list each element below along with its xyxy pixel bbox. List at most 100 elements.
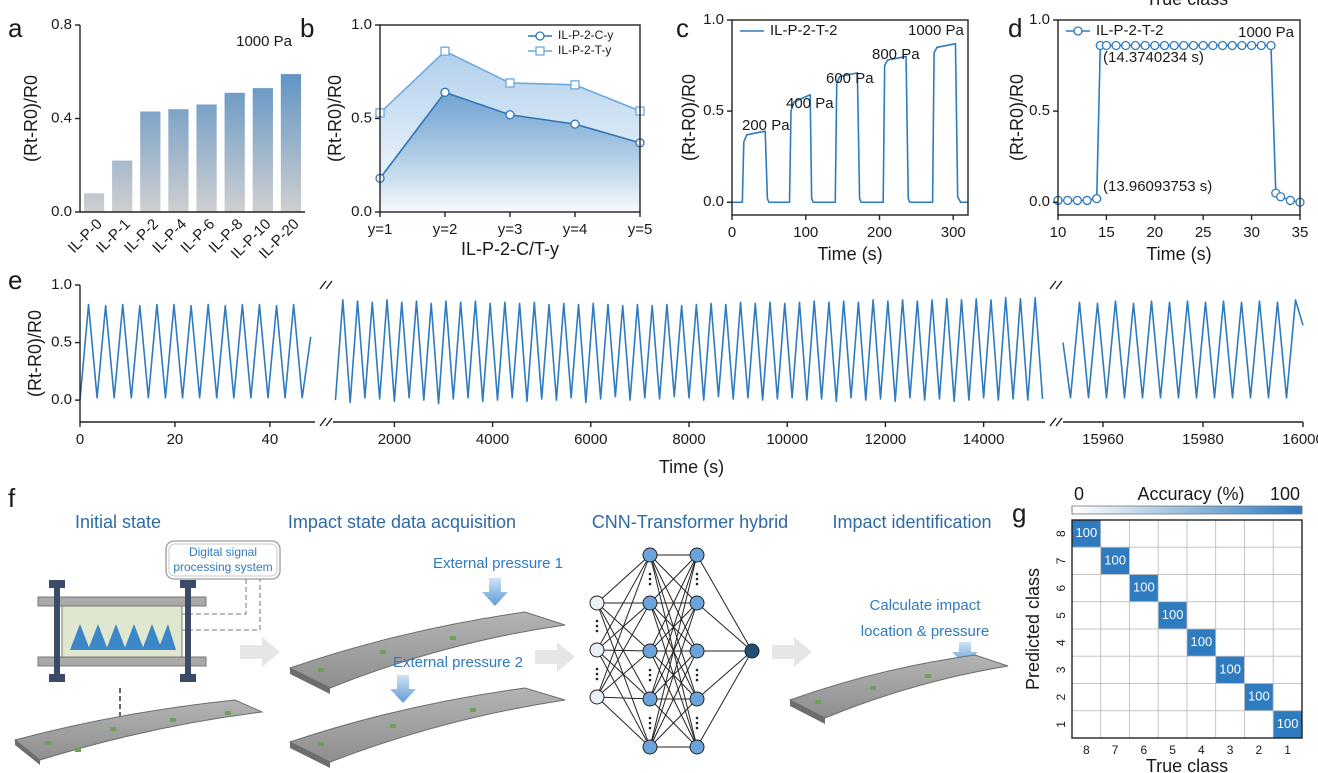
cell xyxy=(1186,601,1217,630)
x-axis-label: Time (s) xyxy=(659,457,724,477)
edge xyxy=(696,650,753,700)
stage-title: Impact state data acquisition xyxy=(288,512,516,532)
bar xyxy=(280,74,302,213)
x-axis-label: Time (s) xyxy=(817,244,882,264)
cell xyxy=(1244,655,1274,684)
marker xyxy=(1208,40,1218,51)
marker xyxy=(1092,193,1102,204)
cell xyxy=(1071,601,1102,630)
node xyxy=(689,595,705,611)
x-tick-label: 3 xyxy=(1227,743,1234,757)
edge xyxy=(696,602,753,652)
bar xyxy=(224,92,245,212)
cell xyxy=(1100,546,1130,575)
electrodes xyxy=(318,636,476,746)
cell xyxy=(1186,710,1217,739)
y-axis-label: (Rt-R0)/R0 xyxy=(1007,74,1027,161)
annotation: 1000 Pa xyxy=(908,22,965,39)
y-tick-label: 8 xyxy=(1054,530,1068,537)
flow-arrow xyxy=(772,637,812,667)
node xyxy=(589,642,605,658)
axis-break xyxy=(325,280,333,290)
dot xyxy=(695,678,699,682)
y-tick-label: 7 xyxy=(1054,557,1068,564)
cell xyxy=(1071,655,1102,684)
colorbar-tick-label: 0 xyxy=(1074,484,1084,504)
panel-label: c xyxy=(676,13,689,43)
cell xyxy=(1071,710,1102,739)
cell xyxy=(1215,628,1245,657)
cell xyxy=(1272,710,1303,739)
marker xyxy=(1111,40,1121,51)
y-tick-label: 0.8 xyxy=(51,16,72,33)
dot xyxy=(648,668,652,672)
annotation: (13.96093753 s) xyxy=(1103,178,1212,195)
cell xyxy=(1272,546,1303,575)
edge xyxy=(596,602,651,698)
flow-arrow xyxy=(240,637,280,667)
bolts xyxy=(49,580,196,682)
cell-label: 100 xyxy=(1248,689,1270,704)
x-tick-label: 20 xyxy=(167,431,184,448)
cell xyxy=(1100,574,1130,603)
system-label: processing system xyxy=(173,560,272,574)
node xyxy=(744,643,760,659)
x-tick-label: 4000 xyxy=(476,431,509,448)
cell-label: 100 xyxy=(1162,607,1184,622)
cell xyxy=(1215,655,1245,684)
dot xyxy=(648,582,652,586)
cell xyxy=(1071,546,1102,575)
electrodes xyxy=(45,711,231,752)
edge xyxy=(649,554,698,652)
cell-label: 100 xyxy=(1076,525,1098,540)
axis-break xyxy=(1049,417,1057,427)
x-tick-label: 16000 xyxy=(1282,431,1318,448)
dot xyxy=(695,668,699,672)
cell xyxy=(1215,574,1245,603)
stage-title: Initial state xyxy=(75,512,161,532)
bar xyxy=(196,104,217,212)
cell xyxy=(1100,710,1130,739)
x-tick-label: 7 xyxy=(1112,743,1119,757)
x-tick-label: 300 xyxy=(941,224,966,241)
node xyxy=(642,643,658,659)
panel-label: g xyxy=(1012,498,1026,528)
y-tick-label: 5 xyxy=(1054,612,1068,619)
bar xyxy=(252,88,273,212)
plot-frame xyxy=(731,19,969,216)
y-tick-label: 3 xyxy=(1054,666,1068,673)
marker xyxy=(535,46,545,56)
pressure-label: External pressure 2 xyxy=(393,654,523,671)
impact-note: location & pressure xyxy=(861,623,989,640)
bottom-plate xyxy=(37,656,207,667)
edge xyxy=(649,554,698,700)
marker xyxy=(570,119,580,129)
node xyxy=(642,595,658,611)
cell-label: 100 xyxy=(1104,552,1126,567)
y-axis-label: (Rt-R0)/R0 xyxy=(325,75,345,162)
cell xyxy=(1244,574,1274,603)
x-tick-label: 12000 xyxy=(865,431,907,448)
marker xyxy=(1082,195,1092,206)
x-tick-label: y=1 xyxy=(368,221,393,238)
panel-label: a xyxy=(8,13,23,43)
cell xyxy=(1157,574,1188,603)
cell xyxy=(1186,683,1217,712)
cell xyxy=(1244,628,1274,657)
dot xyxy=(595,672,599,676)
edge xyxy=(596,554,651,651)
edge xyxy=(596,696,651,748)
axis-break xyxy=(1049,280,1057,290)
cell xyxy=(1186,628,1217,657)
node xyxy=(642,739,658,755)
cell xyxy=(1215,546,1245,575)
marker xyxy=(1063,195,1073,206)
dot xyxy=(695,582,699,586)
marker xyxy=(1217,40,1228,51)
dot xyxy=(695,577,699,581)
plate xyxy=(288,611,566,689)
network xyxy=(589,547,760,755)
x-tick-label: 6 xyxy=(1141,743,1148,757)
y-tick-label: 0.0 xyxy=(1029,193,1050,210)
